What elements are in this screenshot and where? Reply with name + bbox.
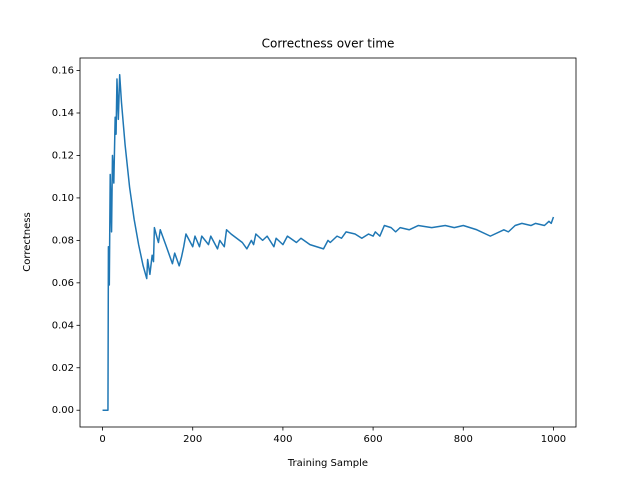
data-line (102, 74, 555, 411)
x-tick-label: 800 (454, 434, 473, 445)
y-tick-label: 0.00 (52, 405, 74, 416)
y-tick-label: 0.12 (52, 150, 74, 161)
y-tick-label: 0.02 (52, 363, 74, 374)
y-tick-label: 0.16 (52, 66, 74, 77)
x-tick-label: 1000 (541, 434, 566, 445)
x-tick-label: 200 (183, 434, 202, 445)
x-tick-label: 0 (99, 434, 105, 445)
y-axis-label: Correctness (22, 212, 33, 271)
x-tick-label: 600 (364, 434, 383, 445)
y-tick-label: 0.14 (52, 108, 74, 119)
y-tick-label: 0.04 (52, 320, 74, 331)
chart-title: Correctness over time (262, 37, 395, 51)
y-tick-label: 0.08 (52, 235, 74, 246)
plot-frame (79, 57, 577, 428)
x-axis-label: Training Sample (287, 458, 368, 469)
y-tick-label: 0.10 (52, 193, 74, 204)
y-tick-label: 0.06 (52, 278, 74, 289)
x-tick-label: 400 (273, 434, 292, 445)
